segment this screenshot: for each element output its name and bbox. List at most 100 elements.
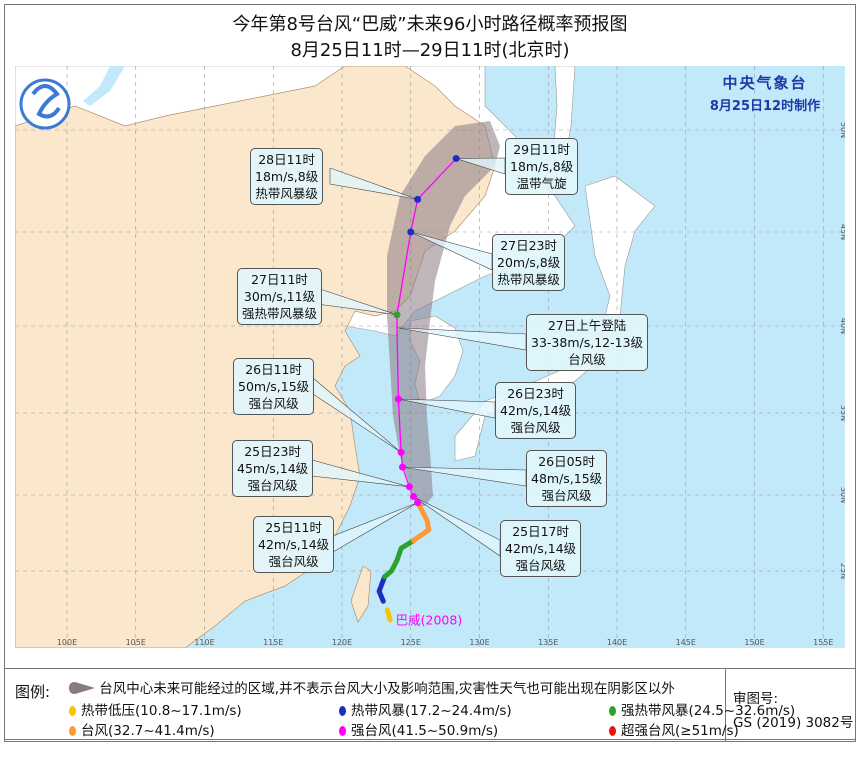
forecast-label-line: 30m/s,11级 (243, 289, 316, 304)
legend-item-label: 台风(32.7~41.4m/s) (81, 723, 215, 739)
forecast-track (393, 155, 460, 507)
legend-item-label: 强台风(41.5~50.9m/s) (351, 723, 499, 739)
typhoon-symbol-icon (339, 726, 346, 736)
forecast-label-line: 强台风级 (515, 558, 566, 573)
past-track-segment (384, 607, 393, 623)
forecast-label-line: 强台风级 (247, 478, 298, 493)
forecast-label-line: 强台风级 (541, 488, 592, 503)
legend: 图例: 台风中心未来可能经过的区域,并不表示台风大小及影响范围,灾害性天气也可能… (4, 668, 856, 742)
lat-tick-label: 35N (839, 405, 845, 421)
forecast-label: 27日11时 30m/s,11级 强热带风暴级 (237, 268, 323, 325)
forecast-label-line: 42m/s,14级 (500, 403, 572, 418)
lat-tick-label: 40N (839, 318, 845, 334)
forecast-label-line: 26日05时 (538, 454, 595, 469)
forecast-label-line: 25日23时 (244, 444, 301, 459)
lon-tick-label: 150E (744, 638, 764, 647)
typhoon-symbol-icon (609, 726, 616, 736)
legend-item: 超强台风(≥51m/s) (609, 719, 739, 739)
forecast-point (393, 311, 401, 319)
review-label: 审图号: (733, 691, 779, 707)
lon-tick-label: 115E (263, 638, 283, 647)
lon-tick-label: 125E (401, 638, 421, 647)
review-number: GS (2019) 3082号 (733, 715, 854, 731)
forecast-label-line: 50m/s,15级 (238, 379, 310, 394)
forecast-label-line: 26日11时 (245, 362, 302, 377)
forecast-label: 29日11时 18m/s,8级 温带气旋 (505, 138, 579, 195)
past-track-segment (382, 538, 416, 580)
forecast-point (397, 448, 405, 456)
forecast-label-line: 25日17时 (512, 524, 569, 539)
forecast-label: 26日23时 42m/s,14级 强台风级 (495, 382, 577, 439)
forecast-label-line: 强台风级 (510, 420, 561, 435)
forecast-label-line: 29日11时 (513, 142, 571, 157)
forecast-point (414, 499, 422, 507)
frame (4, 4, 856, 740)
legend-title: 图例: (15, 683, 51, 701)
legend-cone-text: 台风中心未来可能经过的区域,并不表示台风大小及影响范围,灾害性天气也可能出现在阴… (99, 681, 675, 697)
forecast-label: 26日11时 50m/s,15级 强台风级 (233, 358, 315, 415)
legend-item-label: 超强台风(≥51m/s) (621, 723, 739, 739)
legend-item-label: 强热带风暴(24.5~32.6m/s) (621, 703, 796, 719)
forecast-label: 28日11时 18m/s,8级 热带风暴级 (250, 148, 324, 205)
typhoon-symbol-icon (609, 706, 616, 716)
legend-cone: 台风中心未来可能经过的区域,并不表示台风大小及影响范围,灾害性天气也可能出现在阴… (69, 677, 675, 697)
lat-tick-label: 30N (839, 487, 845, 503)
legend-item: 强热带风暴(24.5~32.6m/s) (609, 699, 795, 719)
lon-tick-label: 120E (332, 638, 352, 647)
lat-tick-label: 45N (839, 224, 845, 240)
forecast-point (407, 228, 415, 236)
cone-swatch-icon (69, 682, 95, 694)
lat-tick-label: 50N (839, 122, 845, 138)
forecast-label-line: 27日上午登陆 (547, 318, 627, 333)
lon-tick-label: 145E (676, 638, 696, 647)
forecast-label-line: 强台风级 (248, 396, 299, 411)
cma-logo-glyph (31, 84, 61, 119)
forecast-point (410, 493, 417, 501)
probability-cone (387, 121, 500, 506)
past-track (376, 500, 432, 623)
forecast-label-line: 温带气旋 (516, 176, 567, 191)
typhoon-symbol-icon (69, 706, 76, 716)
callout-line (329, 167, 418, 200)
forecast-label-line: 28日11时 (258, 152, 316, 167)
agency-name: 中央气象台 (722, 74, 808, 92)
forecast-label-line: 48m/s,15级 (531, 471, 603, 486)
past-track-segment (411, 500, 432, 544)
forecast-label-line: 20m/s,8级 (497, 255, 561, 270)
lon-tick-label: 155E (813, 638, 833, 647)
legend-item: 强台风(41.5~50.9m/s) (339, 719, 498, 739)
lon-tick-label: 105E (126, 638, 146, 647)
forecast-label-line: 热带风暴级 (497, 272, 560, 287)
forecast-point (394, 395, 402, 403)
legend-divider (725, 669, 726, 741)
forecast-label-line: 42m/s,14级 (505, 541, 577, 556)
forecast-label: 25日11时 42m/s,14级 强台风级 (253, 516, 335, 573)
forecast-label-line: 33-38m/s,12-13级 (531, 335, 644, 350)
map-canvas: 100E 105E 110E 115E 120E 125E 130E 135E 140E 145E… (15, 66, 845, 648)
legend-item: 热带风暴(17.2~24.4m/s) (339, 699, 512, 719)
lat-tick-label: 25N (839, 563, 845, 579)
legend-item: 热带低压(10.8~17.1m/s) (69, 699, 242, 719)
map-subtitle: 8月25日11时—29日11时(北京时) (290, 40, 570, 61)
forecast-label-line: 27日11时 (251, 272, 308, 287)
taiwan (350, 565, 372, 623)
typhoon-symbol-icon (69, 726, 76, 736)
forecast-label-line: 27日23时 (500, 238, 558, 253)
forecast-label: 26日05时 48m/s,15级 强台风级 (526, 450, 608, 507)
forecast-point (452, 155, 460, 163)
forecast-point (414, 195, 422, 203)
lake-baikal (83, 66, 125, 106)
forecast-point (399, 463, 406, 471)
forecast-label-line: 26日23时 (507, 386, 564, 401)
forecast-label-line: 42m/s,14级 (258, 537, 330, 552)
typhoon-name-label: 巴威(2008) (396, 612, 463, 627)
forecast-label: 27日23时 20m/s,8级 热带风暴级 (492, 234, 566, 291)
lon-tick-label: 110E (194, 638, 214, 647)
legend-item-label: 热带风暴(17.2~24.4m/s) (351, 703, 512, 719)
typhoon-symbol-icon (339, 706, 346, 716)
lon-tick-label: 130E (469, 638, 489, 647)
legend-item: 台风(32.7~41.4m/s) (69, 719, 215, 739)
forecast-label-line: 台风级 (568, 352, 606, 367)
lon-tick-label: 135E (538, 638, 558, 647)
